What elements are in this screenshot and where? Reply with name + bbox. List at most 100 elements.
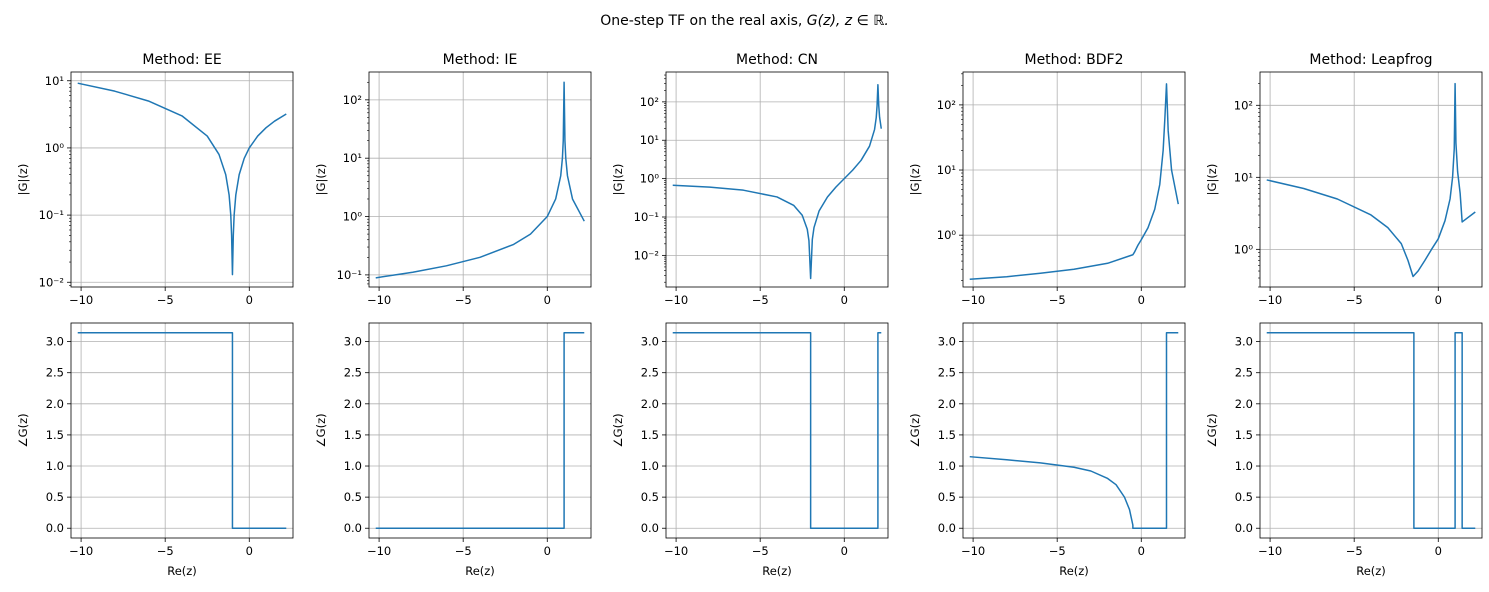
x-tick-label: −5 xyxy=(1346,293,1363,307)
y-axis-label: ∠G(z) xyxy=(611,413,625,447)
y-tick-label: 1.0 xyxy=(344,459,362,473)
x-tick-label: −10 xyxy=(69,293,93,307)
y-tick-label: 2.0 xyxy=(344,397,362,411)
y-tick-label: 2.0 xyxy=(641,397,659,411)
y-tick-label: 10⁻² xyxy=(634,248,659,262)
figure-suptitle: One-step TF on the real axis, G(z), z ∈ … xyxy=(600,13,889,29)
x-tick-label: −10 xyxy=(69,544,93,558)
x-tick-label: 0 xyxy=(1138,544,1145,558)
suptitle-math: G(z), z ∈ ℝ. xyxy=(807,13,889,29)
x-tick-label: 0 xyxy=(544,544,551,558)
y-tick-label: 3.0 xyxy=(1235,335,1253,349)
axes-ie-phase: −10 −5 0 0.0 0.5 1.0 1.5 2.0 2.5 3.0 ∠G(z) Re(z) xyxy=(314,322,592,578)
series-line-leapfrog xyxy=(1266,82,1476,278)
series-line-ee xyxy=(77,82,287,276)
x-tick-label: 0 xyxy=(246,544,253,558)
y-tick-label: 10¹ xyxy=(1234,170,1253,184)
suptitle-prefix: One-step TF on the real axis, xyxy=(600,13,807,29)
y-tick-label: 10⁻¹ xyxy=(337,268,362,282)
x-tick-label: −5 xyxy=(752,293,769,307)
y-tick-label: 10⁰ xyxy=(45,141,65,155)
y-tick-label: 10² xyxy=(937,98,956,112)
x-tick-label: −10 xyxy=(1258,544,1282,558)
x-axis-label: Re(z) xyxy=(465,564,495,578)
y-tick-label: 1.0 xyxy=(46,459,64,473)
x-tick-label: −5 xyxy=(455,544,472,558)
y-tick-label: 10² xyxy=(343,93,362,107)
y-tick-label: 2.0 xyxy=(46,397,64,411)
y-axis-label: ∠G(z) xyxy=(314,413,328,447)
x-tick-label: 0 xyxy=(1435,293,1442,307)
series-line-cn xyxy=(672,83,883,280)
y-axis-label: ∠G(z) xyxy=(1205,413,1219,447)
x-tick-label: −10 xyxy=(961,544,985,558)
y-tick-label: 10² xyxy=(1234,98,1253,112)
y-tick-label: 2.5 xyxy=(938,366,956,380)
axes-cn-phase: −10 −5 0 0.0 0.5 1.0 1.5 2.0 2.5 3.0 ∠G(z) Re(z) xyxy=(611,322,889,578)
series-line-ee xyxy=(77,332,287,529)
y-tick-label: 0.0 xyxy=(938,521,956,535)
y-tick-label: 1.0 xyxy=(938,459,956,473)
x-axis-label: Re(z) xyxy=(1059,564,1089,578)
y-tick-label: 0.0 xyxy=(641,521,659,535)
x-tick-label: −5 xyxy=(1049,544,1066,558)
y-tick-label: 3.0 xyxy=(641,335,659,349)
x-tick-label: −5 xyxy=(157,293,174,307)
axes-bdf2-magnitude: −10 −5 0 10² 10¹ 10⁰ Method: BDF2 |G|(z) xyxy=(908,52,1186,307)
y-tick-label: 10⁰ xyxy=(937,228,957,242)
axes-frame xyxy=(962,322,1186,539)
x-tick-label: 0 xyxy=(1138,293,1145,307)
y-tick-label: 10⁻¹ xyxy=(39,208,64,222)
x-tick-label: −5 xyxy=(1049,293,1066,307)
y-tick-label: 0.0 xyxy=(1235,521,1253,535)
y-tick-label: 2.0 xyxy=(938,397,956,411)
y-axis-label: |G|(z) xyxy=(908,164,922,196)
x-tick-label: −10 xyxy=(367,293,391,307)
y-tick-label: 10¹ xyxy=(343,151,362,165)
axes-leapfrog-magnitude: −10 −5 0 10² 10¹ 10⁰ Method: Leapfrog |G|(z) xyxy=(1205,52,1483,307)
y-tick-label: 10¹ xyxy=(45,74,64,88)
series-line-bdf2 xyxy=(969,332,1179,529)
series-line-leapfrog xyxy=(1266,332,1476,529)
series-line-bdf2 xyxy=(969,83,1180,281)
y-tick-label: 2.0 xyxy=(1235,397,1253,411)
axes-title: Method: CN xyxy=(736,52,818,68)
x-tick-label: 0 xyxy=(544,293,551,307)
x-tick-label: −10 xyxy=(1258,293,1282,307)
axes-cn-magnitude: −10 −5 0 10² 10¹ 10⁰ 10⁻¹ 10⁻² Method: CN |G|(z) xyxy=(611,52,889,307)
y-axis-label: |G|(z) xyxy=(611,164,625,196)
x-tick-label: 0 xyxy=(841,544,848,558)
y-axis-label: |G|(z) xyxy=(1205,164,1219,196)
axes-bdf2-phase: −10 −5 0 0.0 0.5 1.0 1.5 2.0 2.5 3.0 ∠G(z) Re(z) xyxy=(908,322,1186,578)
series-line-ie xyxy=(375,81,585,279)
axes-frame xyxy=(962,71,1186,288)
y-axis-label: |G|(z) xyxy=(314,164,328,196)
y-tick-label: 1.0 xyxy=(1235,459,1253,473)
y-tick-label: 3.0 xyxy=(344,335,362,349)
y-tick-label: 2.5 xyxy=(46,366,64,380)
x-tick-label: 0 xyxy=(246,293,253,307)
y-tick-label: 10² xyxy=(640,95,659,109)
y-tick-label: 10⁰ xyxy=(1234,242,1254,256)
y-tick-label: 1.5 xyxy=(1235,428,1253,442)
series-line-cn xyxy=(672,332,882,529)
x-tick-label: 0 xyxy=(1435,544,1442,558)
x-tick-label: −5 xyxy=(1346,544,1363,558)
x-axis-label: Re(z) xyxy=(167,564,197,578)
y-tick-label: 10¹ xyxy=(937,163,956,177)
x-tick-label: −5 xyxy=(157,544,174,558)
x-axis-label: Re(z) xyxy=(1356,564,1386,578)
axes-ee-phase: −10 −5 0 0.0 0.5 1.0 1.5 2.0 2.5 3.0 ∠G(z) Re(z) xyxy=(16,322,294,578)
axes-title: Method: EE xyxy=(142,52,221,68)
x-tick-label: −10 xyxy=(961,293,985,307)
y-tick-label: 0.5 xyxy=(641,490,659,504)
x-tick-label: −10 xyxy=(664,544,688,558)
y-tick-label: 3.0 xyxy=(938,335,956,349)
y-axis-label: |G|(z) xyxy=(16,164,30,196)
y-tick-label: 1.5 xyxy=(344,428,362,442)
y-tick-label: 10⁰ xyxy=(640,172,660,186)
y-tick-label: 0.0 xyxy=(344,521,362,535)
x-tick-label: −5 xyxy=(752,544,769,558)
x-tick-label: 0 xyxy=(841,293,848,307)
